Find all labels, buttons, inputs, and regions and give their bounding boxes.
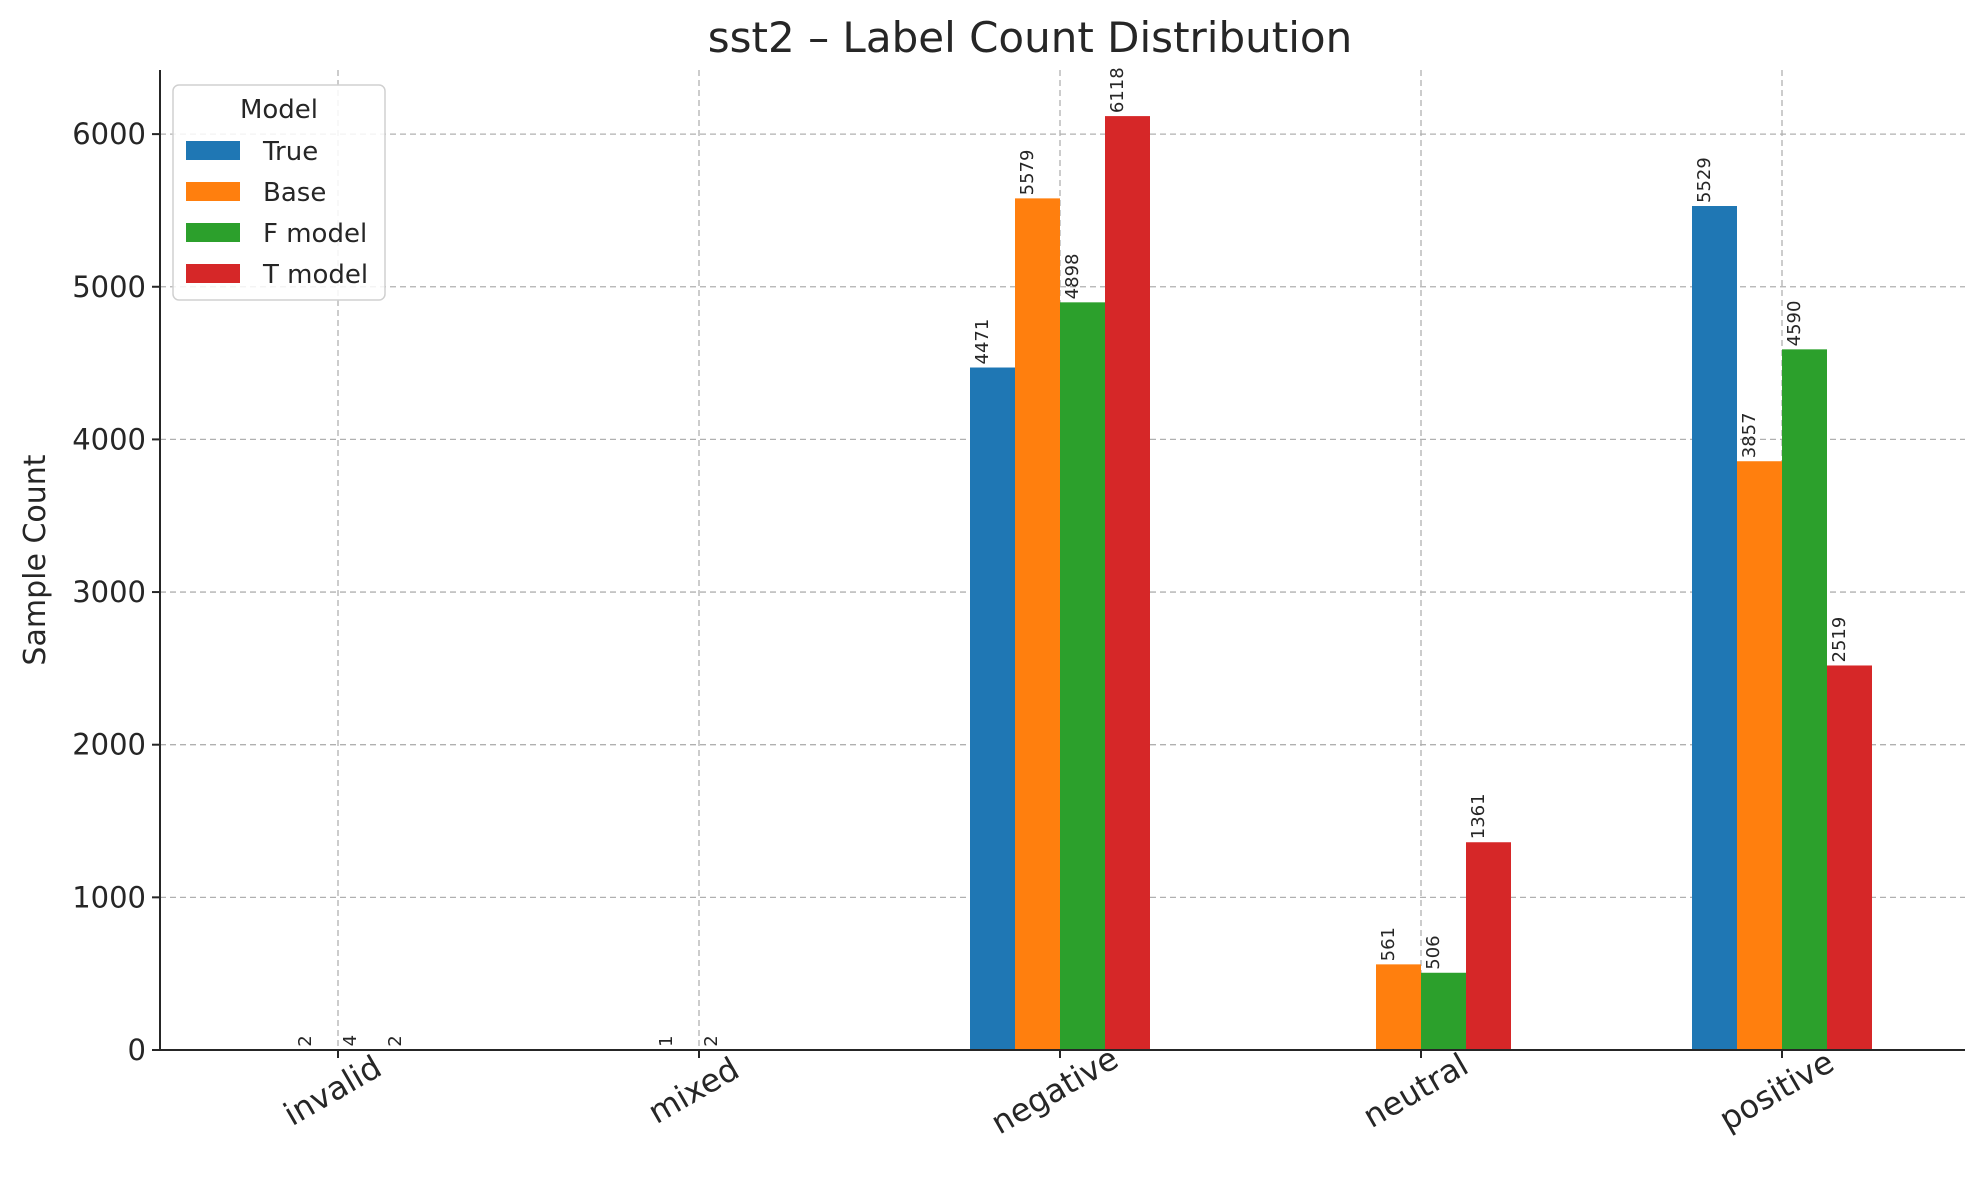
bar	[1015, 198, 1060, 1050]
bar	[1376, 964, 1421, 1050]
bar-value-label: 4590	[1784, 301, 1805, 347]
bar-value-label: 5529	[1694, 157, 1715, 203]
bar	[1060, 302, 1105, 1051]
legend-entry-label: F model	[263, 219, 367, 249]
bar-value-label: 4471	[972, 319, 993, 365]
y-tick-label: 5000	[72, 270, 146, 304]
bar-value-label: 4898	[1062, 254, 1083, 300]
bar	[1782, 349, 1827, 1050]
y-tick-label: 4000	[72, 422, 146, 456]
bar-value-label: 6118	[1107, 67, 1128, 113]
bar	[1421, 972, 1466, 1050]
legend-swatch	[186, 141, 240, 160]
bar	[970, 367, 1015, 1051]
y-tick-label: 3000	[72, 575, 146, 609]
y-tick-label: 2000	[72, 728, 146, 762]
legend: Model True Base F model T model	[172, 84, 386, 301]
bar	[1827, 665, 1872, 1050]
legend-box	[172, 84, 386, 301]
legend-swatch	[186, 223, 240, 242]
bar-value-label: 2	[295, 1035, 316, 1046]
legend-swatch	[186, 264, 240, 283]
y-tick-label: 0	[128, 1033, 146, 1067]
legend-title: Model	[240, 95, 318, 125]
chart-title: sst2 – Label Count Distribution	[708, 13, 1352, 62]
x-tick-label: neutral	[1356, 1045, 1474, 1135]
x-tick-label: positive	[1713, 1043, 1841, 1139]
legend-entry-label: True	[262, 137, 318, 167]
bar-value-label: 2	[701, 1035, 722, 1046]
bar-value-label: 2519	[1829, 617, 1850, 663]
x-tick-label: negative	[984, 1039, 1124, 1142]
y-tick-label: 6000	[72, 117, 146, 151]
legend-entry-label: Base	[263, 178, 326, 208]
bar	[1466, 842, 1511, 1050]
bar-value-label: 1	[656, 1035, 677, 1046]
bar-value-label: 561	[1378, 927, 1399, 961]
y-axis-label: Sample Count	[18, 454, 53, 665]
legend-entry-label: T model	[262, 260, 368, 290]
bar-labels-layer: 4471 5529 2 1 5579 561 3857 4 2 4898 506 4590 2 6118 1…	[295, 67, 1850, 1047]
bar	[1737, 461, 1782, 1050]
bar-value-label: 506	[1423, 935, 1444, 969]
bar-value-label: 1361	[1468, 793, 1489, 839]
bar-value-label: 3857	[1739, 412, 1760, 458]
legend-swatch	[186, 182, 240, 201]
bar-value-label: 4	[340, 1035, 361, 1046]
bar-value-label: 2	[385, 1035, 406, 1046]
y-tick-label: 1000	[72, 880, 146, 914]
bars-layer	[293, 116, 1872, 1051]
bar	[1105, 116, 1150, 1051]
bar	[1692, 206, 1737, 1050]
x-tick-label: invalid	[277, 1048, 388, 1134]
x-tick-label: mixed	[642, 1050, 746, 1132]
bar-value-label: 5579	[1017, 150, 1038, 196]
